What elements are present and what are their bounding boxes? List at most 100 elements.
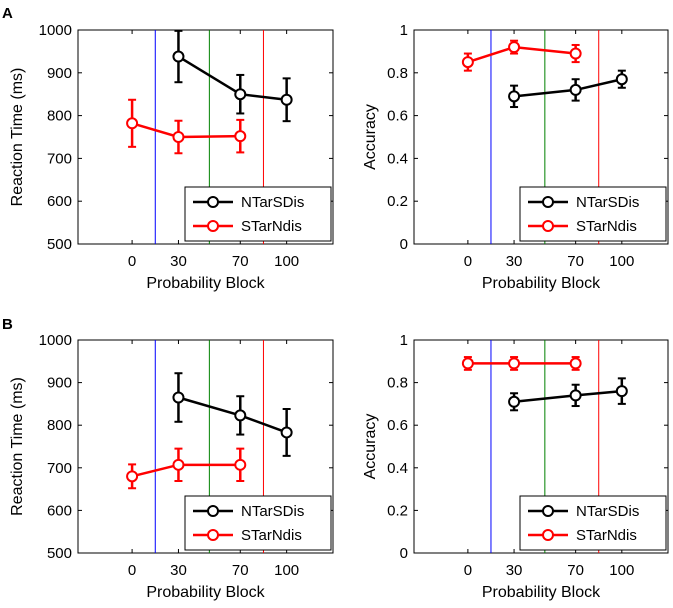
legend: NTarSDis STarNdis bbox=[184, 186, 332, 242]
x-tick-label: 30 bbox=[506, 562, 523, 579]
data-point bbox=[569, 47, 582, 60]
chart-panel-4: 0 0.2 0.4 0.6 0.8 1 0 30 70 100 Probability Block A… bbox=[362, 332, 669, 601]
y-tick-label: 1000 bbox=[39, 332, 72, 349]
x-tick-label: 100 bbox=[609, 562, 634, 579]
x-tick-label: 70 bbox=[232, 562, 249, 579]
y-tick-label: 0.8 bbox=[387, 65, 408, 82]
x-tick-label: 30 bbox=[506, 253, 523, 270]
data-point bbox=[615, 385, 628, 398]
series-NTarSDis bbox=[508, 377, 628, 412]
x-tick-label: 0 bbox=[128, 253, 136, 270]
series-NTarSDis bbox=[172, 372, 293, 457]
series-NTarSDis bbox=[508, 69, 628, 109]
y-tick-label: 800 bbox=[47, 108, 72, 125]
legend-label: STarNdis bbox=[576, 527, 637, 544]
data-point bbox=[569, 389, 582, 402]
data-point bbox=[508, 395, 521, 408]
series-line bbox=[131, 463, 241, 478]
y-tick-label: 500 bbox=[47, 545, 72, 562]
legend-marker bbox=[542, 529, 554, 541]
y-tick-label: 0.6 bbox=[387, 108, 408, 125]
x-tick-label: 30 bbox=[170, 253, 187, 270]
legend-marker bbox=[542, 220, 554, 232]
legend-label: NTarSDis bbox=[241, 503, 304, 520]
x-tick-label: 30 bbox=[170, 562, 187, 579]
y-axis-label: Reaction Time (ms) bbox=[9, 68, 26, 207]
data-point bbox=[280, 426, 293, 439]
chart-panel-1: A 500 600 700 800 900 1000 0 30 70 100 Probability … bbox=[2, 5, 334, 292]
panel-label: B bbox=[2, 316, 13, 333]
legend-marker bbox=[207, 505, 219, 517]
data-point bbox=[569, 83, 582, 96]
series-STarNdis bbox=[461, 356, 582, 371]
y-tick-label: 800 bbox=[47, 417, 72, 434]
y-tick-label: 600 bbox=[47, 193, 72, 210]
series-line bbox=[177, 55, 287, 102]
panel-label: A bbox=[2, 5, 13, 22]
data-point bbox=[280, 93, 293, 106]
x-axis-label: Probability Block bbox=[482, 584, 601, 601]
legend-label: STarNdis bbox=[241, 527, 302, 544]
data-point bbox=[615, 73, 628, 86]
series-STarNdis bbox=[126, 447, 247, 490]
series-line bbox=[178, 396, 288, 434]
data-point bbox=[234, 409, 247, 422]
y-tick-label: 1 bbox=[400, 22, 408, 39]
y-tick-label: 0.4 bbox=[387, 460, 408, 477]
y-tick-label: 900 bbox=[47, 375, 72, 392]
legend-marker bbox=[542, 196, 554, 208]
y-tick-label: 0.4 bbox=[387, 150, 408, 167]
legend-label: STarNdis bbox=[241, 218, 302, 235]
data-point bbox=[508, 41, 521, 54]
data-point bbox=[234, 130, 247, 143]
data-point bbox=[461, 56, 474, 69]
y-tick-label: 600 bbox=[47, 502, 72, 519]
x-tick-label: 0 bbox=[128, 562, 136, 579]
legend: NTarSDis STarNdis bbox=[184, 495, 332, 551]
legend-marker bbox=[207, 220, 219, 232]
legend-label: NTarSDis bbox=[576, 194, 639, 211]
series-STarNdis bbox=[126, 98, 247, 155]
data-point bbox=[126, 117, 139, 130]
data-point bbox=[172, 50, 185, 63]
y-axis-label: Accuracy bbox=[362, 414, 379, 480]
data-point bbox=[569, 357, 582, 370]
series-STarNdis bbox=[461, 39, 582, 72]
axes-box bbox=[413, 29, 669, 245]
legend-box bbox=[184, 186, 332, 242]
legend-label: STarNdis bbox=[576, 218, 637, 235]
data-point bbox=[172, 131, 185, 143]
x-tick-label: 0 bbox=[464, 562, 472, 579]
x-tick-label: 0 bbox=[464, 253, 472, 270]
data-point bbox=[234, 458, 247, 471]
x-axis-label: Probability Block bbox=[146, 275, 265, 292]
x-tick-label: 70 bbox=[567, 562, 584, 579]
series-line bbox=[131, 122, 241, 139]
y-tick-label: 0.2 bbox=[387, 193, 408, 210]
legend-box bbox=[184, 495, 332, 551]
legend-label: NTarSDis bbox=[576, 503, 639, 520]
series-line bbox=[513, 78, 623, 98]
legend-marker bbox=[542, 505, 554, 517]
data-point bbox=[234, 88, 247, 101]
x-tick-label: 70 bbox=[232, 253, 249, 270]
series-line bbox=[513, 389, 622, 404]
x-tick-label: 100 bbox=[274, 253, 299, 270]
y-tick-label: 0.2 bbox=[387, 502, 408, 519]
legend-label: NTarSDis bbox=[241, 194, 304, 211]
y-axis-label: Accuracy bbox=[362, 104, 379, 170]
x-axis-label: Probability Block bbox=[482, 275, 601, 292]
data-point bbox=[172, 391, 185, 404]
y-tick-label: 700 bbox=[47, 150, 72, 167]
legend: NTarSDis STarNdis bbox=[519, 186, 667, 242]
x-tick-label: 70 bbox=[567, 253, 584, 270]
data-point bbox=[508, 357, 521, 370]
y-tick-label: 500 bbox=[47, 236, 72, 253]
y-axis-label: Reaction Time (ms) bbox=[9, 377, 26, 516]
y-tick-label: 1000 bbox=[39, 22, 72, 39]
x-tick-label: 100 bbox=[274, 562, 299, 579]
data-point bbox=[508, 90, 521, 103]
legend-marker bbox=[207, 196, 219, 208]
x-axis-label: Probability Block bbox=[146, 584, 265, 601]
data-point bbox=[126, 470, 139, 483]
